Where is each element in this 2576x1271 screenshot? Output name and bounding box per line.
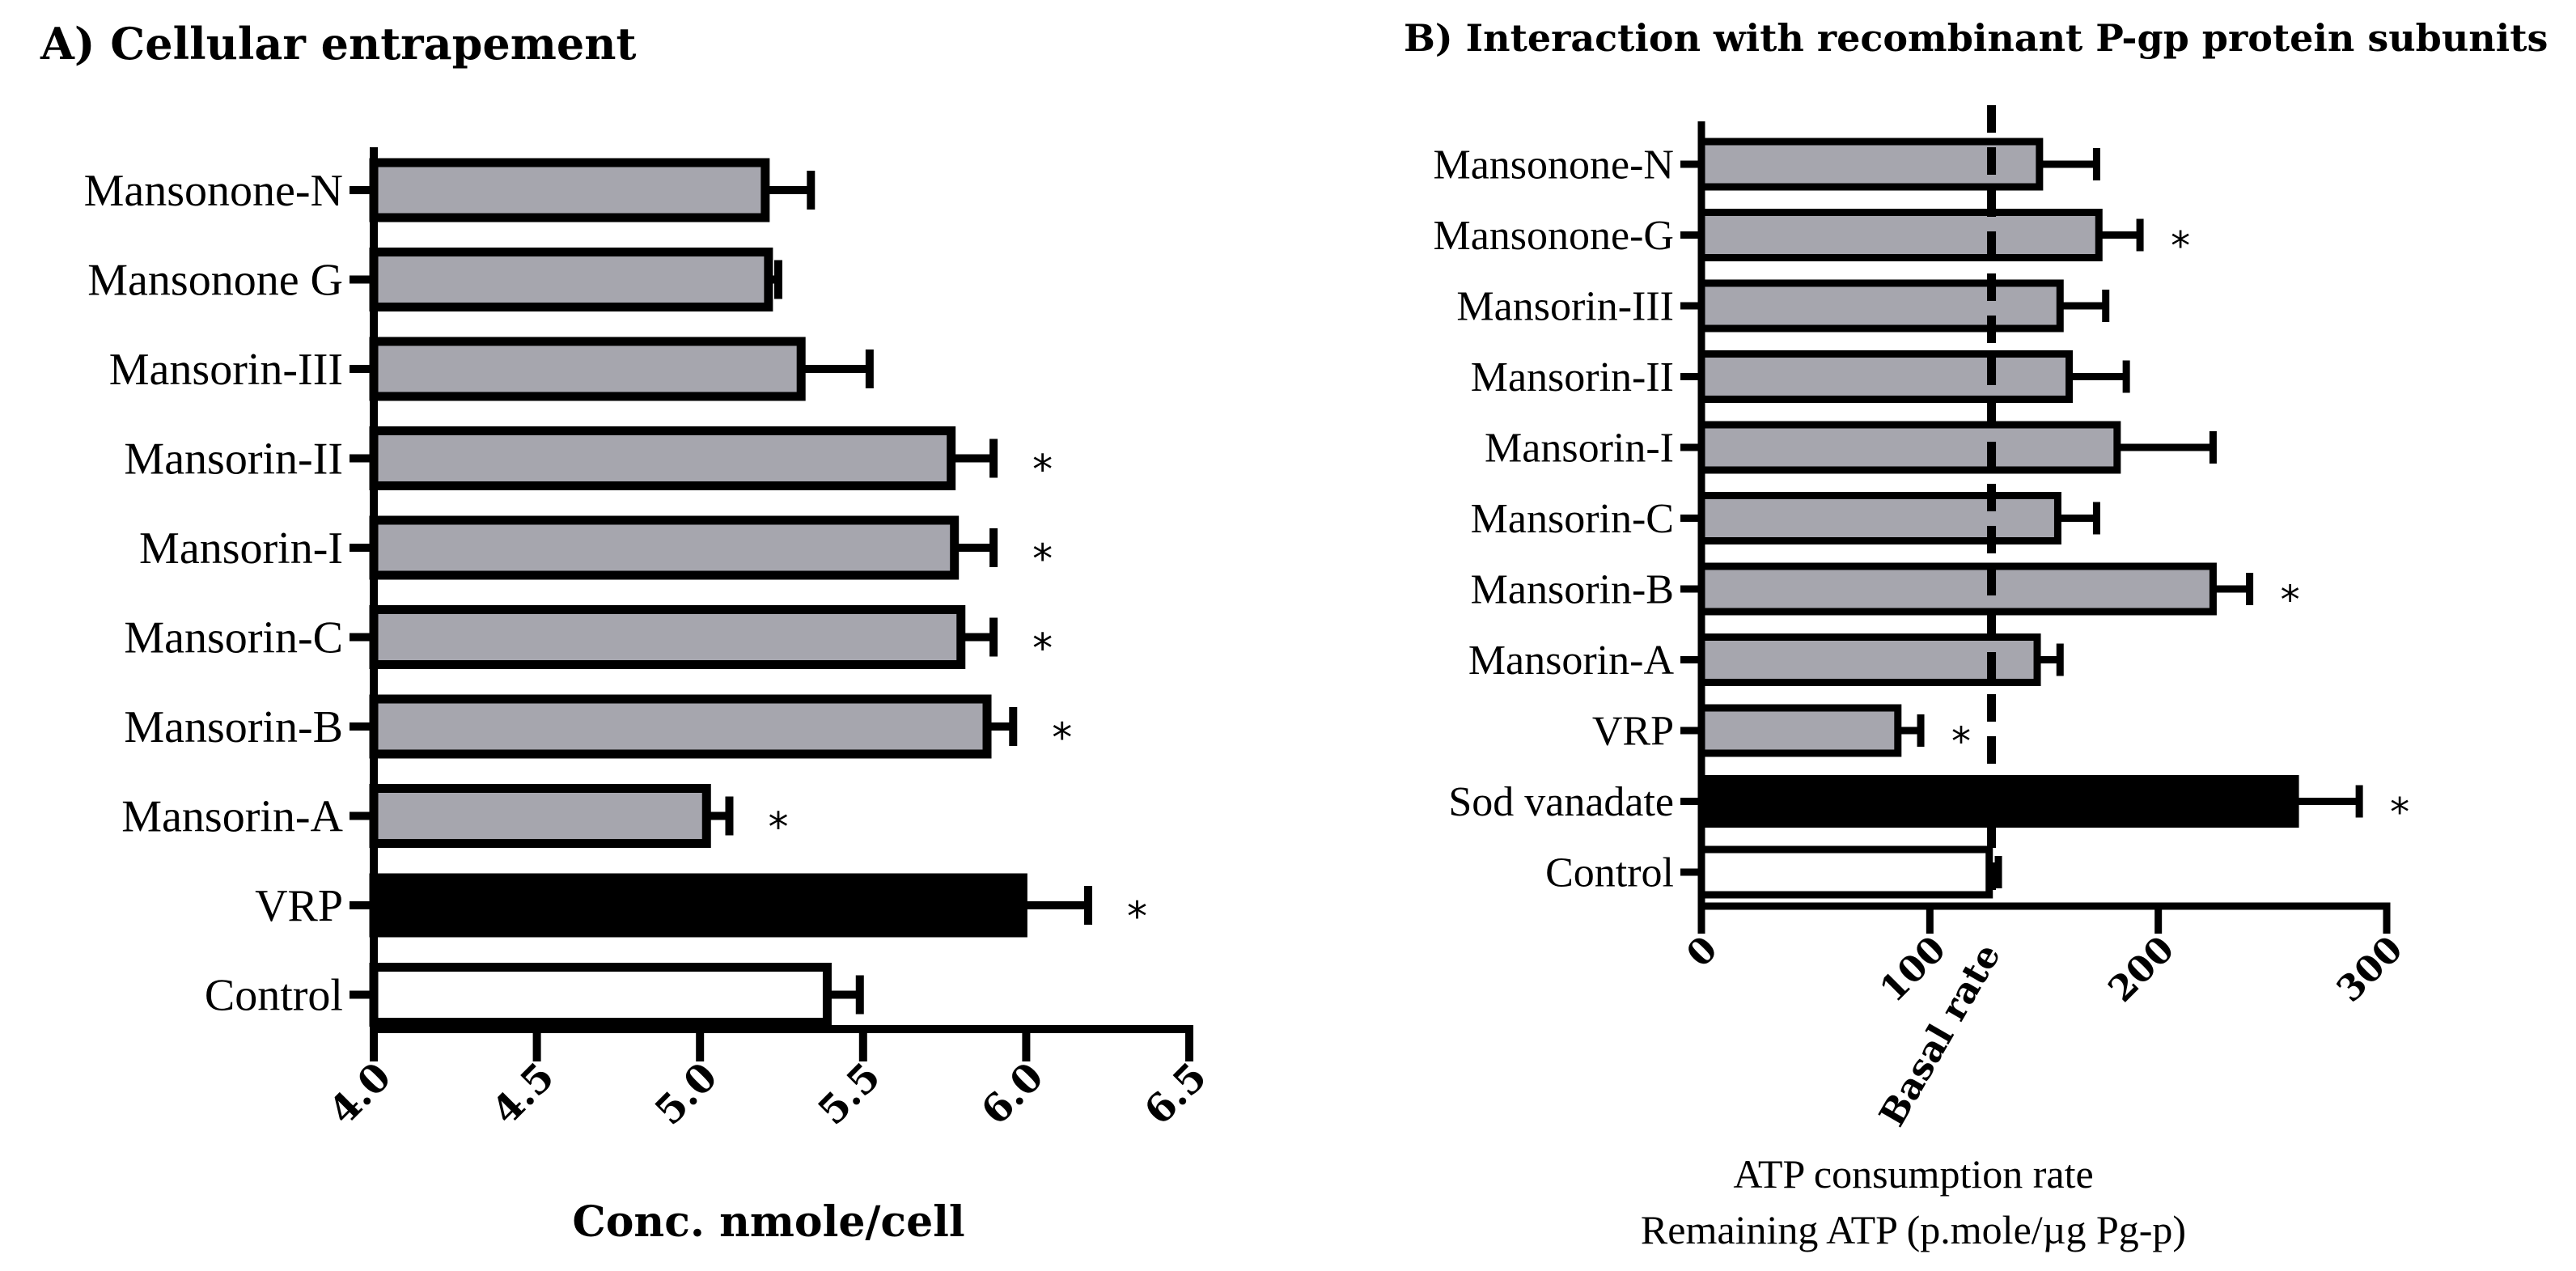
- panel-a-vrp-significance-star: *: [1127, 893, 1147, 940]
- panel-b-mansorin-a-bar: [1697, 633, 2041, 686]
- panel-a-mansorin-c-bar: [369, 605, 966, 669]
- panel-b-mansorin-ii-bar: [1697, 350, 2074, 403]
- panel-a-mansonone-n-bar: [369, 158, 770, 222]
- panel-a-mansorin-ii-label: Mansorin-II: [124, 434, 343, 485]
- panel-a-mansorin-ii-significance-star: *: [1032, 447, 1053, 494]
- panel-b-mansorin-i-bar: [1697, 421, 2121, 474]
- panel-a-bars: * * * * * *: [369, 158, 1147, 1027]
- panel-a-mansonone-g-label: Mansonone G: [87, 256, 343, 306]
- panel-b-sod-vanadate-bar: [1697, 775, 2299, 828]
- panel-a-x-axis-title: Conc. nmole/cell: [572, 1197, 964, 1247]
- panel-b-mansorin-b-significance-star: *: [2281, 578, 2300, 623]
- panel-a-mansorin-b-bar: [369, 694, 992, 759]
- panel-b-mansonone-g-bar: [1697, 209, 2103, 261]
- panel-b-mansorin-ii-label: Mansorin-II: [1471, 354, 1674, 400]
- panel-a-mansorin-i-significance-star: *: [1032, 536, 1053, 583]
- panel-a-mansonone-g-bar: [369, 248, 773, 311]
- panel-a-vrp-bar: [369, 873, 1027, 938]
- panel-a-x-tick-label-5-0: 5.0: [646, 1054, 727, 1134]
- panel-b-vrp-label: VRP: [1592, 709, 1674, 755]
- panel-a-mansorin-iii-label: Mansorin-III: [109, 345, 343, 395]
- panel-a-axes: Mansonone-N Mansonone G Mansorin-III Mansor…: [84, 147, 1216, 1134]
- panel-b-x-tick-label-200: 200: [2100, 929, 2182, 1010]
- panel-b-mansonone-g-significance-star: *: [2171, 223, 2190, 269]
- panel-b-vrp-bar: [1697, 704, 1902, 757]
- panel-b-mansorin-a-label: Mansorin-A: [1468, 638, 1675, 684]
- panel-a-mansorin-c-label: Mansorin-C: [124, 613, 343, 663]
- panel-a-mansorin-b-significance-star: *: [1052, 714, 1072, 761]
- panel-a-mansorin-i-bar: [369, 515, 960, 580]
- panel-a-x-tick-label-5-5: 5.5: [810, 1054, 890, 1134]
- panel-a-x-tick-label-6-5: 6.5: [1136, 1054, 1216, 1134]
- panel-a-x-tick-label-4-5: 4.5: [483, 1054, 563, 1134]
- panel-b-pgp-interaction: B) Interaction with recombinant P-gp pro…: [1404, 16, 2548, 1252]
- panel-b-mansorin-iii-bar: [1697, 279, 2064, 333]
- panel-b-mansonone-n-label: Mansonone-N: [1433, 142, 1674, 189]
- panel-a-mansorin-a-label: Mansorin-A: [121, 792, 343, 842]
- panel-b-control-label: Control: [1545, 850, 1674, 896]
- panel-b-mansorin-b-bar: [1697, 562, 2217, 616]
- panel-a-vrp-label: VRP: [255, 881, 343, 931]
- panel-a-mansorin-iii-bar: [369, 337, 806, 401]
- panel-b-mansorin-b-label: Mansorin-B: [1471, 567, 1674, 613]
- panel-a-cellular-entrapement: A) Cellular entrapement * * * * * * Mansonone…: [40, 18, 1215, 1247]
- panel-b-x-tick-label-0: 0: [1679, 929, 1726, 976]
- panel-b-x-tick-label-300: 300: [2329, 929, 2411, 1010]
- panel-b-mansorin-iii-label: Mansorin-III: [1456, 284, 1674, 330]
- panel-b-vrp-significance-star: *: [1951, 719, 1971, 765]
- panel-a-mansorin-c-significance-star: *: [1032, 625, 1053, 672]
- panel-b-mansorin-i-label: Mansorin-I: [1485, 426, 1674, 472]
- panel-b-mansonone-g-label: Mansonone-G: [1433, 213, 1674, 259]
- panel-b-sod-vanadate-label: Sod vanadate: [1448, 779, 1674, 825]
- panel-a-control-label: Control: [205, 971, 343, 1021]
- panel-a-mansorin-i-label: Mansorin-I: [139, 523, 343, 574]
- panel-b-x-axis-title-line2: Remaining ATP (p.mole/µg Pg-p): [1641, 1207, 2186, 1252]
- panel-b-sod-vanadate-significance-star: *: [2390, 790, 2409, 835]
- panel-a-x-tick-label-4-0: 4.0: [320, 1054, 400, 1134]
- panel-b-mansorin-c-bar: [1697, 492, 2061, 544]
- panel-a-mansonone-n-label: Mansonone-N: [84, 166, 343, 216]
- panel-a-mansorin-ii-bar: [369, 426, 956, 490]
- panel-a-mansorin-a-bar: [369, 784, 711, 848]
- panel-b-control-bar: [1697, 845, 1993, 899]
- panel-a-title: A) Cellular entrapement: [40, 18, 636, 70]
- panel-b-x-axis-title-line1: ATP consumption rate: [1733, 1151, 2093, 1197]
- panel-b-title: B) Interaction with recombinant P-gp pro…: [1404, 16, 2548, 60]
- panel-a-mansorin-a-significance-star: *: [768, 804, 788, 851]
- panel-a-x-tick-label-6-0: 6.0: [972, 1054, 1053, 1134]
- panel-b-mansorin-c-label: Mansorin-C: [1471, 496, 1674, 542]
- panel-b-bars: * * * *: [1697, 138, 2409, 899]
- panel-a-control-bar: [369, 963, 832, 1027]
- panel-a-mansorin-b-label: Mansorin-B: [124, 702, 343, 752]
